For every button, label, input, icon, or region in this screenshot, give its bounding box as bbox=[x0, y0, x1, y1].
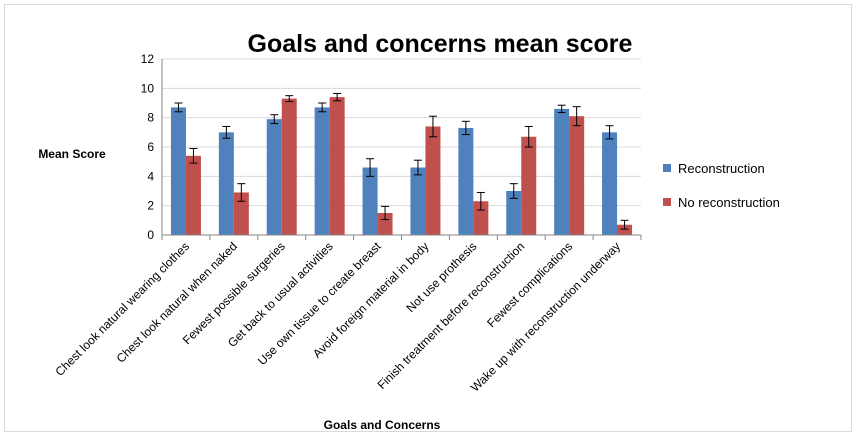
legend-label: No reconstruction bbox=[678, 195, 780, 210]
bar bbox=[362, 167, 378, 235]
bar bbox=[458, 127, 474, 235]
x-axis-title: Goals and Concerns bbox=[324, 418, 441, 432]
y-tick-label: 10 bbox=[141, 81, 155, 95]
bar bbox=[410, 167, 426, 235]
bar bbox=[554, 108, 570, 235]
category-labels: Chest look natural wearing clothesChest … bbox=[52, 239, 623, 395]
bar bbox=[377, 213, 393, 235]
bars bbox=[170, 97, 633, 235]
bar bbox=[233, 192, 249, 235]
bar bbox=[218, 132, 234, 235]
legend: Reconstruction No reconstruction bbox=[663, 161, 780, 210]
y-axis-title: Mean Score bbox=[38, 147, 106, 161]
legend-swatch bbox=[663, 164, 671, 172]
y-tick-label: 12 bbox=[141, 52, 155, 66]
chart-title: Goals and concerns mean score bbox=[248, 30, 633, 58]
bar bbox=[329, 97, 345, 235]
bar bbox=[569, 116, 585, 235]
bar bbox=[425, 126, 441, 235]
bar bbox=[170, 107, 186, 235]
bar bbox=[521, 136, 537, 235]
legend-label: Reconstruction bbox=[678, 161, 765, 176]
x-axis bbox=[161, 234, 642, 240]
y-tick-label: 6 bbox=[147, 140, 154, 154]
bar bbox=[617, 224, 633, 235]
error-bars bbox=[174, 92, 629, 230]
legend-swatch bbox=[663, 198, 671, 206]
y-tick-label: 2 bbox=[147, 199, 154, 213]
bar bbox=[602, 132, 618, 235]
y-tick-label: 0 bbox=[147, 228, 154, 242]
bar bbox=[314, 107, 330, 235]
category-label: Fewest complications bbox=[484, 239, 575, 330]
y-tick-label: 8 bbox=[147, 111, 154, 125]
y-axis-ticks: 0 2 4 6 8 10 12 bbox=[141, 52, 155, 242]
bar bbox=[506, 191, 522, 235]
bar bbox=[185, 155, 201, 235]
bar bbox=[281, 98, 297, 235]
y-tick-label: 4 bbox=[147, 169, 154, 183]
bar bbox=[266, 119, 282, 235]
